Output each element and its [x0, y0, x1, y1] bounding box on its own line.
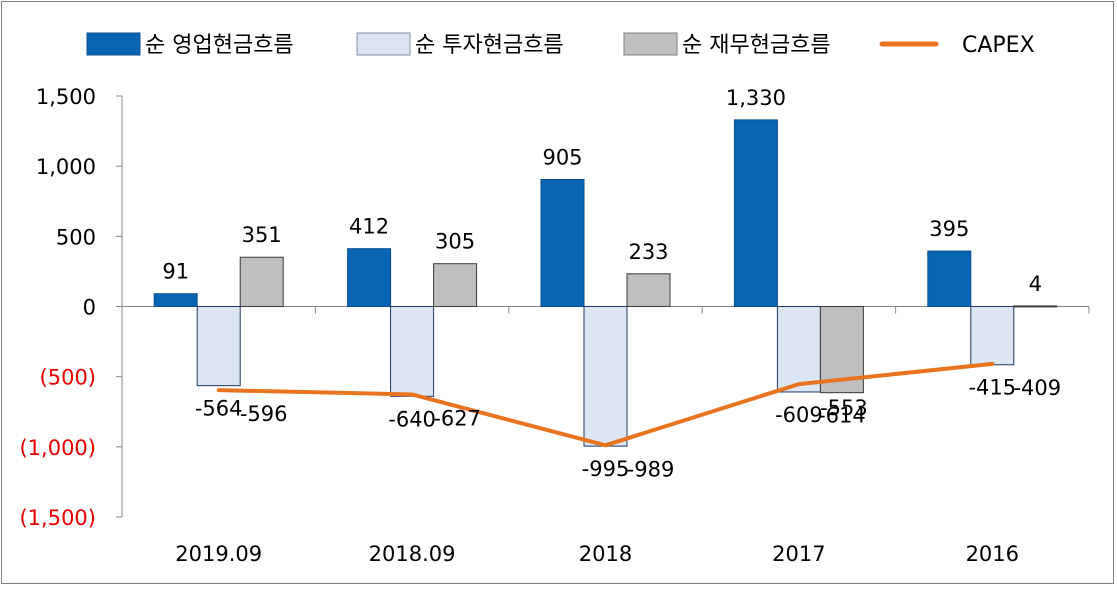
capex-label-2018-09: -627: [433, 406, 481, 430]
bar-series1-2016: [927, 250, 972, 307]
data-label-series2-2017: -609: [775, 403, 823, 427]
data-label-series1-2018: 905: [542, 145, 582, 169]
bar-series3-2018: [626, 273, 671, 308]
y-tick-label-0: 1,500: [36, 85, 96, 109]
data-label-series2-2016: -415: [968, 376, 1016, 400]
bar-series2-2016: [970, 306, 1015, 366]
data-label-series2-2018: -995: [582, 457, 630, 481]
legend-label-series4: CAPEX: [962, 33, 1035, 58]
x-tick-label-2018-09: 2018.09: [369, 542, 456, 566]
capex-label-2018: -989: [627, 457, 675, 481]
y-tick-label-1: 1,000: [36, 155, 96, 179]
data-label-series3-2016: 4: [1029, 272, 1042, 296]
data-label-series3-2018-09: 305: [435, 230, 475, 254]
data-labels: 91 412 905 1,330 395 -564 -640 -995 -609 -415 351 3…: [162, 86, 1061, 481]
legend-label-series3: 순 재무현금흐름: [682, 33, 831, 58]
bar-series3-2019-09: [239, 256, 284, 307]
legend-swatch-series1: [86, 32, 141, 56]
bar-series2-2017: [776, 306, 821, 393]
data-label-series1-2017: 1,330: [726, 86, 786, 110]
bar-series1-2018-09: [347, 248, 392, 307]
bars: [153, 119, 1058, 447]
x-tick-label-2019-09: 2019.09: [175, 542, 262, 566]
x-tick-label-2016: 2016: [966, 542, 1019, 566]
legend-swatch-series2: [356, 32, 411, 56]
capex-label-2019-09: -596: [240, 402, 288, 426]
bar-series1-2017: [733, 119, 778, 307]
bar-series3-2018-09: [433, 263, 478, 307]
legend-label-series2: 순 투자현금흐름: [415, 33, 564, 58]
data-label-series2-2018-09: -640: [388, 407, 436, 431]
data-label-series3-2018: 233: [628, 240, 668, 264]
y-tick-label-6: (1,500): [19, 506, 96, 530]
data-label-series3-2017: -614: [818, 404, 866, 428]
bar-series1-2018: [540, 178, 585, 307]
bar-series1-2019-09: [153, 293, 198, 308]
capex-line-group: [216, 361, 995, 448]
y-tick-label-2: 500: [56, 225, 96, 249]
capex-point-2019-09: [217, 388, 221, 392]
capex-point-2018-09: [410, 392, 414, 396]
y-tick-label-4: (500): [40, 366, 96, 390]
legend: 순 영업현금흐름 순 투자현금흐름 순 재무현금흐름 CAPEX: [86, 32, 1035, 58]
capex-point-2016: [990, 362, 994, 366]
legend-label-series1: 순 영업현금흐름: [145, 33, 294, 58]
capex-label-2017: -553: [820, 396, 868, 420]
data-label-series2-2019-09: -564: [195, 397, 243, 421]
y-tick-label-3: 0: [83, 296, 96, 320]
data-label-series1-2018-09: 412: [349, 215, 389, 239]
x-tick-label-2017: 2017: [772, 542, 825, 566]
data-label-series3-2019-09: 351: [242, 223, 282, 247]
capex-point-2018: [604, 443, 607, 447]
x-tick-label-2018: 2018: [579, 542, 632, 566]
capex-point-2017: [797, 382, 801, 386]
y-tick-label-5: (1,000): [19, 436, 96, 460]
bar-series3-2016: [1013, 305, 1058, 308]
data-label-series1-2016: 395: [929, 217, 969, 241]
bar-series2-2018: [583, 306, 628, 447]
bar-series2-2019-09: [196, 306, 241, 387]
bar-series2-2018-09: [390, 306, 435, 397]
data-label-series1-2019-09: 91: [162, 260, 189, 284]
legend-swatch-series3: [623, 32, 678, 56]
capex-label-2016: -409: [1013, 376, 1061, 400]
